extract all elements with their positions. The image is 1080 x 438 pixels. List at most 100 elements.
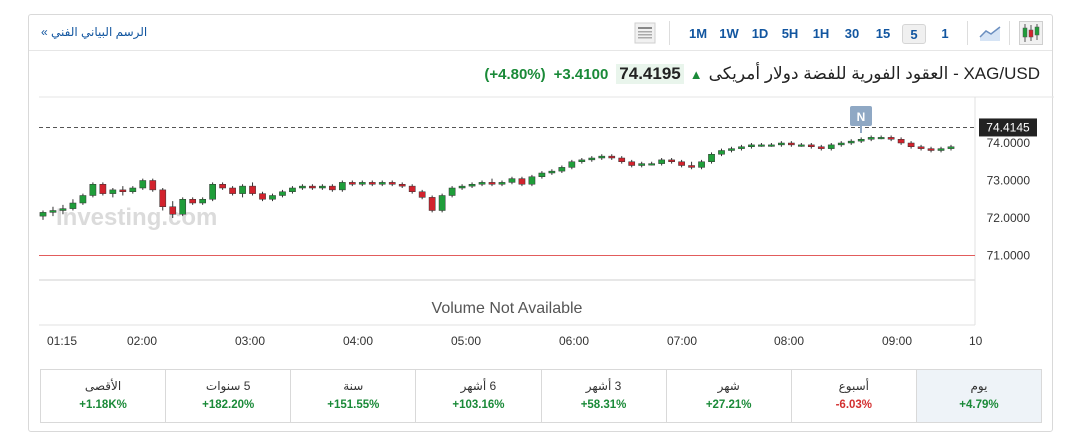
candle-body bbox=[378, 182, 386, 185]
candle-body bbox=[708, 154, 715, 162]
investing-watermark: Investing.com bbox=[56, 204, 217, 231]
chart-panel: الرسم البياني الفني » 1M 1W 1D 5H 1H 30 … bbox=[28, 14, 1054, 432]
candle-body bbox=[289, 187, 296, 192]
candle-body bbox=[448, 187, 456, 196]
candle-body bbox=[718, 150, 725, 155]
stat-period-2[interactable]: شهر +27.21% bbox=[665, 370, 791, 422]
stat-label: سنة bbox=[343, 379, 364, 393]
stat-label: 5 سنوات bbox=[205, 379, 251, 393]
candle-body bbox=[867, 137, 875, 140]
candle-body bbox=[618, 157, 626, 162]
candle-body bbox=[259, 193, 266, 200]
timeframe-5[interactable]: 5 bbox=[902, 24, 926, 44]
candle-body bbox=[628, 161, 636, 166]
timeframe-1H[interactable]: 1H bbox=[812, 26, 830, 41]
candle-body bbox=[468, 184, 476, 187]
toolbar-separator bbox=[669, 21, 670, 45]
price-change-percent: (+4.80%) bbox=[484, 65, 546, 83]
technical-chart-link[interactable]: الرسم البياني الفني » bbox=[37, 25, 147, 39]
stat-label: 6 أشهر bbox=[460, 379, 497, 393]
stat-period-3[interactable]: 3 أشهر +58.31% bbox=[540, 370, 666, 422]
x-tick-label: 09:00 bbox=[882, 334, 912, 348]
candle-body bbox=[159, 189, 167, 207]
news-marker bbox=[850, 106, 872, 126]
candle-body bbox=[79, 195, 87, 204]
timeframe-1W[interactable]: 1W bbox=[719, 26, 739, 41]
stat-period-7[interactable]: الأقصى +1.18K% bbox=[41, 370, 165, 422]
performance-stats: يوم +4.79% أسبوع -6.03% شهر +27.21% 3 أشهر +58.… bbox=[40, 369, 1042, 423]
candle-body bbox=[139, 180, 147, 189]
instrument-header: XAG/USD - العقود الفورية للفضة دولار أمر… bbox=[484, 63, 1040, 85]
candle-body bbox=[498, 182, 506, 185]
stat-label: أسبوع bbox=[838, 379, 869, 393]
candle-body bbox=[319, 185, 326, 189]
candle-body bbox=[299, 185, 306, 189]
timeframe-30[interactable]: 30 bbox=[844, 26, 860, 41]
candle-body bbox=[598, 155, 606, 159]
x-tick-label: 06:00 bbox=[559, 334, 589, 348]
timeframe-1M[interactable]: 1M bbox=[688, 26, 708, 41]
last-price: 74.4195 bbox=[616, 64, 684, 84]
candle-body bbox=[39, 212, 47, 217]
price-chart[interactable]: Investing.com 74.0000 73.0000 72.0000 71.000… bbox=[29, 15, 1054, 360]
stat-period-6[interactable]: 5 سنوات +182.20% bbox=[165, 370, 290, 422]
stat-period-5[interactable]: سنة +151.55% bbox=[290, 370, 415, 422]
candle-body bbox=[109, 189, 117, 194]
layout-toggle-icon[interactable] bbox=[633, 21, 657, 45]
candle-body bbox=[329, 185, 336, 191]
candle-body bbox=[518, 178, 526, 185]
stat-value: +1.18K% bbox=[79, 399, 127, 411]
y-tick-label: 72.0000 bbox=[987, 211, 1031, 225]
candle-body bbox=[458, 185, 466, 189]
instrument-name: XAG/USD - العقود الفورية للفضة دولار أمر… bbox=[708, 64, 1040, 83]
candle-body bbox=[249, 185, 256, 194]
candle-body bbox=[827, 144, 835, 149]
up-arrow-icon: ▲ bbox=[689, 66, 703, 82]
candle-body bbox=[847, 140, 855, 144]
candle-body bbox=[508, 178, 516, 183]
candle-body bbox=[768, 144, 775, 147]
candle-body bbox=[219, 184, 226, 189]
technical-chart-link-label: الرسم البياني الفني bbox=[51, 25, 148, 39]
stat-label: يوم bbox=[970, 379, 988, 393]
candle-body bbox=[478, 182, 486, 185]
candle-body bbox=[877, 137, 885, 140]
candle-body bbox=[309, 185, 316, 189]
timeframe-1D[interactable]: 1D bbox=[751, 26, 769, 41]
candle-body bbox=[887, 137, 895, 140]
candle-body bbox=[788, 142, 795, 146]
candle-body bbox=[748, 144, 755, 147]
stat-period-1[interactable]: أسبوع -6.03% bbox=[790, 370, 916, 422]
candle-body bbox=[199, 199, 206, 204]
candle-body bbox=[648, 163, 656, 166]
stat-value: -6.03% bbox=[835, 399, 873, 411]
stat-period-0[interactable]: يوم +4.79% bbox=[915, 370, 1041, 422]
candle-body bbox=[568, 161, 576, 168]
timeframe-15[interactable]: 15 bbox=[875, 26, 891, 41]
current-price-label: 74.4145 bbox=[986, 120, 1030, 134]
candle-body bbox=[797, 144, 805, 147]
candlestick-chart-icon[interactable] bbox=[1019, 21, 1043, 45]
candle-body bbox=[129, 187, 137, 192]
candle-body bbox=[209, 184, 216, 200]
y-tick-label: 71.0000 bbox=[987, 249, 1031, 263]
timeframe-5H[interactable]: 5H bbox=[781, 26, 799, 41]
candle-body bbox=[678, 161, 685, 166]
candle-body bbox=[239, 185, 246, 194]
candle-body bbox=[99, 184, 107, 194]
stat-period-4[interactable]: 6 أشهر +103.16% bbox=[415, 370, 540, 422]
timeframe-1[interactable]: 1 bbox=[941, 26, 949, 41]
candle-body bbox=[738, 146, 745, 149]
line-chart-icon[interactable] bbox=[978, 21, 1002, 45]
candle-body bbox=[438, 195, 446, 211]
candle-body bbox=[49, 210, 57, 213]
candle-body bbox=[778, 142, 785, 146]
candle-body bbox=[668, 159, 675, 162]
candle-body bbox=[688, 165, 695, 168]
candle-body bbox=[388, 182, 396, 185]
stat-value: +182.20% bbox=[202, 399, 255, 411]
candle-body bbox=[758, 144, 765, 147]
stat-label: الأقصى bbox=[84, 379, 122, 393]
candle-body bbox=[937, 148, 945, 151]
stat-value: +103.16% bbox=[452, 399, 505, 411]
